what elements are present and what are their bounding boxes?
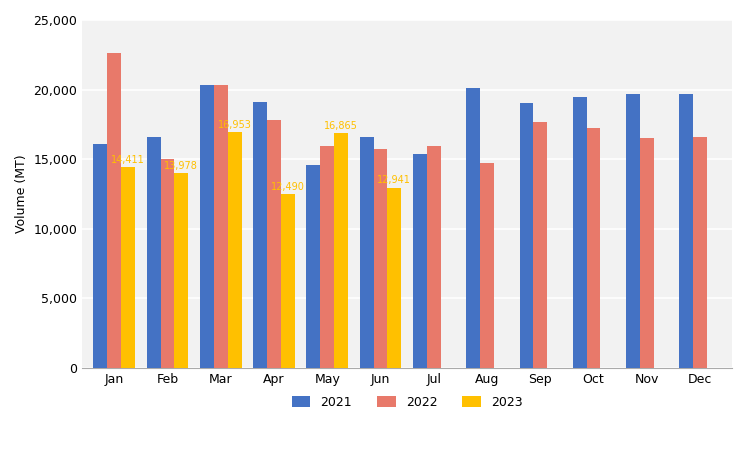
Bar [519,103,533,368]
Bar [121,167,135,368]
Bar [267,120,281,368]
Bar [573,97,586,368]
Bar [679,95,693,368]
Bar [174,174,188,368]
Bar [480,163,494,368]
Bar [146,137,161,368]
Bar [413,154,427,368]
Bar [306,165,320,368]
Bar [161,159,174,368]
Legend: 2021, 2022, 2023: 2021, 2022, 2023 [287,391,527,414]
Text: 13,978: 13,978 [164,161,198,171]
Bar [320,146,334,368]
Text: 12,490: 12,490 [271,181,305,191]
Bar [253,102,267,368]
Bar [533,122,548,368]
Bar [388,188,401,368]
Bar [281,194,295,368]
Bar [586,128,601,368]
Bar [200,85,214,368]
Bar [427,146,441,368]
Bar [334,133,348,368]
Bar [693,137,707,368]
Bar [214,85,228,368]
Text: 16,953: 16,953 [217,120,252,129]
Bar [640,138,654,368]
Bar [374,149,388,368]
Bar [466,88,480,368]
Bar [228,132,241,368]
Bar [626,94,640,368]
Text: 14,411: 14,411 [111,155,145,165]
Text: 16,865: 16,865 [324,121,358,131]
Bar [93,144,108,368]
Text: 12,941: 12,941 [377,175,412,186]
Bar [108,53,121,368]
Bar [360,137,374,368]
Y-axis label: Volume (MT): Volume (MT) [15,155,28,234]
